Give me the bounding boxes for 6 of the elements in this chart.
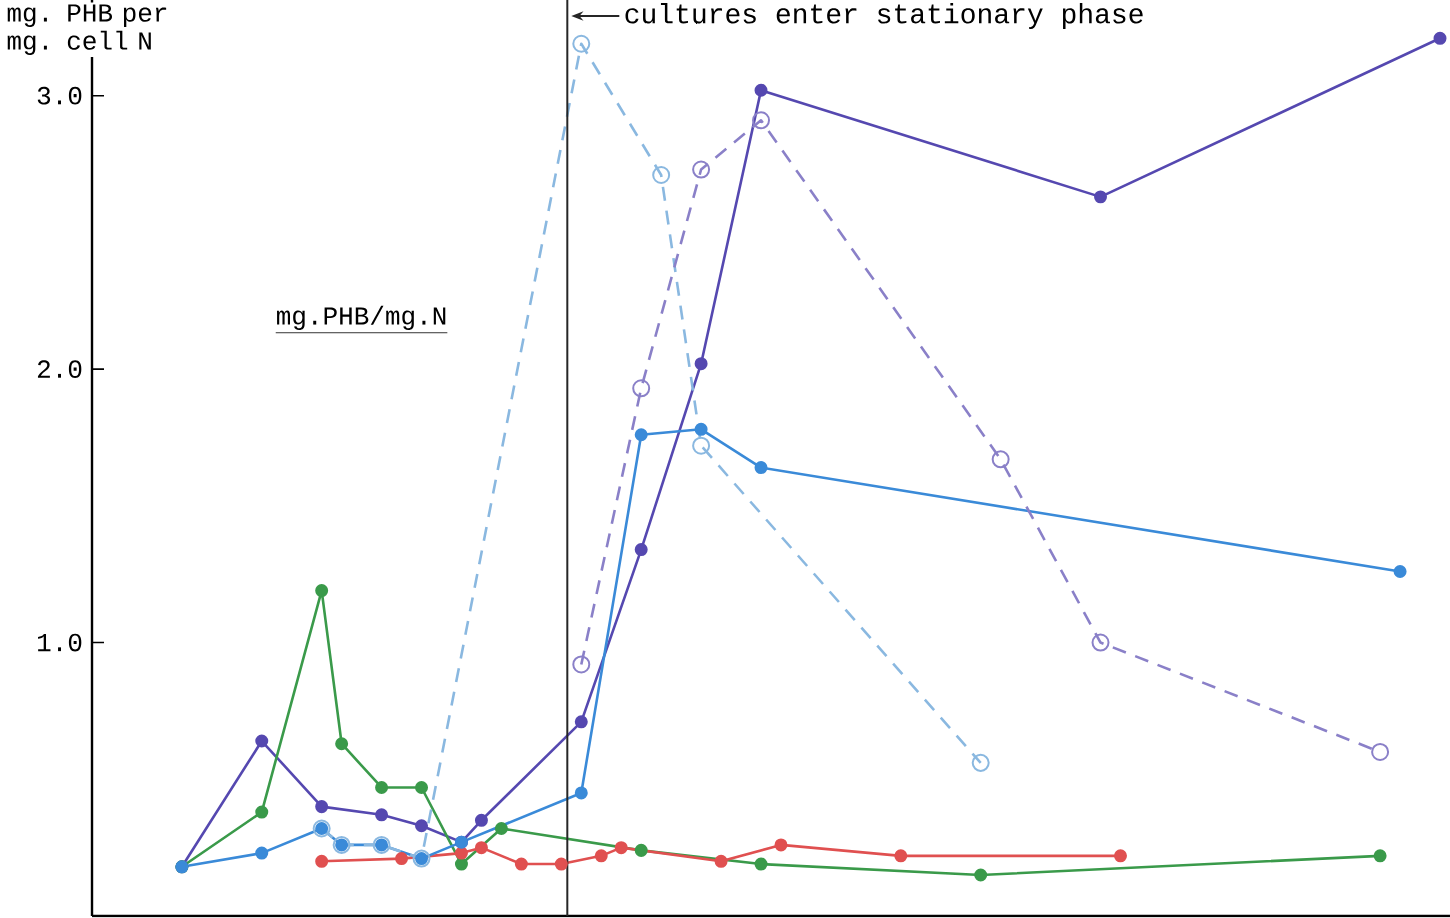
- y-tick-label: 1.0: [38, 633, 82, 652]
- y-tick-label: 3.0: [37, 86, 82, 105]
- y-tick-label: 2.0: [37, 360, 82, 378]
- annotation: mg.PHB/mg.N: [276, 305, 446, 330]
- annotation: cultures enter stationary phase: [625, 2, 1143, 30]
- y-axis-title: mg. PHB per mg. cell N: [7, 4, 167, 55]
